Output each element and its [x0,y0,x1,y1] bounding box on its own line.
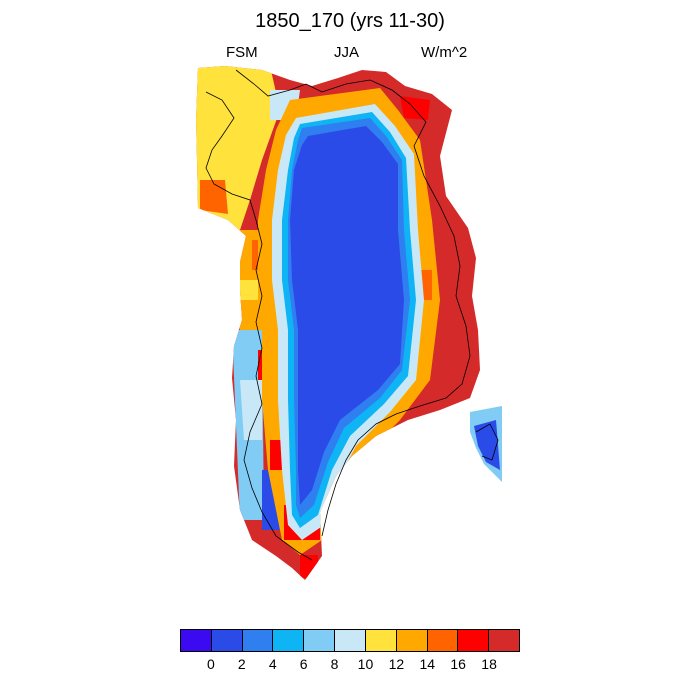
colorbar-tick-label: 12 [388,656,405,672]
colorbar-box [396,630,428,651]
units-label: W/m^2 [421,44,468,61]
colorbar-box [458,630,490,651]
colorbar-box [427,630,459,651]
colorbar-tick-label: 0 [207,656,215,672]
colorbar-box [273,630,305,651]
colorbar-labels: 0 2 4 6 8 10 12 14 16 18 [0,656,700,676]
colorbar-box [489,630,519,651]
ice-sheet-interior-zone [290,126,404,505]
colorbar-box [365,630,397,651]
colorbar-tick-label: 2 [237,656,246,672]
colorbar [180,629,520,652]
coastline [205,69,499,561]
colorbar-box [181,630,212,651]
colorbar-box [242,630,274,651]
greenland-field [196,66,502,580]
colorbar-tick-label: 18 [481,656,497,672]
colorbar-tick-label: 6 [299,656,308,672]
colorbar-box [335,630,366,651]
variable-label: FSM [226,44,258,61]
colorbar-tick-label: 4 [268,656,277,672]
season-label: JJA [334,44,360,61]
colorbar-box [304,630,336,651]
greenland-map [196,66,502,580]
colorbar-tick-label: 14 [419,656,436,672]
colorbar-tick-label: 8 [330,656,339,672]
map-title: 1850_170 (yrs 11-30) [255,10,445,32]
colorbar-tick-label: 10 [357,656,374,672]
colorbar-box [211,630,243,651]
colorbar-tick-label: 16 [450,656,466,672]
